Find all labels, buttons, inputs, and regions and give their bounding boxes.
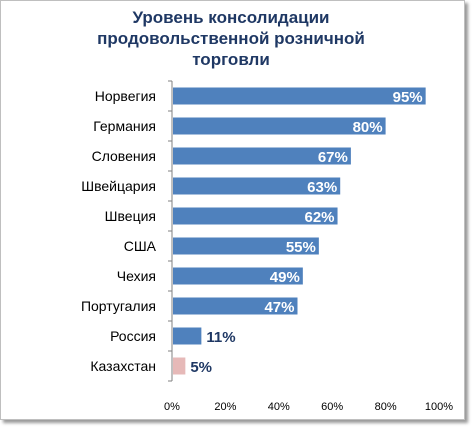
chart-title-line-2: продовольственной розничной bbox=[97, 29, 365, 48]
category-label: Швейцария bbox=[81, 178, 156, 194]
chart-title-line-3: торговли bbox=[192, 50, 270, 69]
data-label: 67% bbox=[318, 149, 348, 166]
data-label: 80% bbox=[353, 119, 383, 136]
chart-frame: Уровень консолидации продовольственной р… bbox=[0, 0, 465, 420]
bar bbox=[173, 87, 426, 105]
category-label: Казахстан bbox=[90, 358, 156, 374]
chart-title-line-1: Уровень консолидации bbox=[132, 8, 330, 27]
x-tick-label: 60% bbox=[321, 401, 343, 413]
data-label: 95% bbox=[393, 89, 423, 106]
data-label: 55% bbox=[286, 239, 316, 256]
data-label: 5% bbox=[190, 359, 212, 376]
bar-chart: Норвегия 95% Германия 80% Словения 67% Швейцар… bbox=[81, 80, 453, 413]
data-label: 47% bbox=[264, 299, 294, 316]
x-tick-label: 20% bbox=[214, 401, 236, 413]
bar bbox=[173, 297, 298, 315]
bar bbox=[173, 177, 341, 195]
bar bbox=[173, 267, 303, 285]
data-label: 63% bbox=[307, 179, 337, 196]
data-label: 49% bbox=[270, 269, 300, 286]
bar bbox=[173, 207, 338, 225]
data-label: 62% bbox=[305, 209, 335, 226]
data-label: 11% bbox=[206, 329, 235, 346]
bar bbox=[173, 357, 186, 375]
category-label: Португалия bbox=[81, 298, 156, 314]
chart-title: Уровень консолидации продовольственной р… bbox=[51, 7, 411, 70]
bar bbox=[173, 117, 386, 135]
bar bbox=[173, 327, 202, 345]
x-tick-label: 0% bbox=[164, 401, 180, 413]
bar bbox=[173, 147, 351, 165]
category-label: Германия bbox=[93, 118, 156, 134]
category-label: Россия bbox=[110, 328, 156, 344]
category-label: Чехия bbox=[117, 268, 156, 284]
x-tick-label: 100% bbox=[425, 401, 453, 413]
category-label: Норвегия bbox=[95, 88, 156, 104]
category-label: США bbox=[124, 238, 157, 254]
category-label: Швеция bbox=[105, 208, 156, 224]
category-label: Словения bbox=[92, 148, 156, 164]
bar bbox=[173, 237, 319, 255]
x-tick-label: 40% bbox=[268, 401, 290, 413]
x-tick-label: 80% bbox=[375, 401, 397, 413]
